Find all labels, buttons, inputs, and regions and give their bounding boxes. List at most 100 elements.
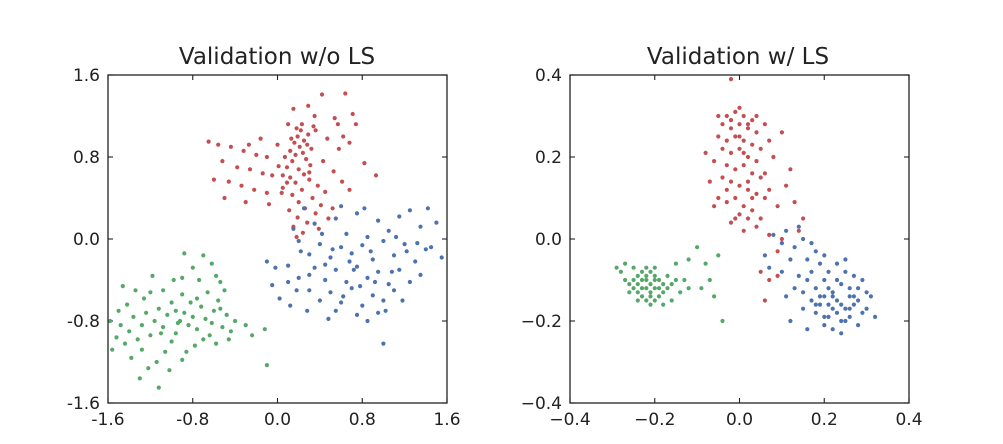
scatter-point [758,146,763,151]
scatter-point [750,118,755,123]
scatter-point [648,269,653,274]
x-tick-label: 0.0 [264,410,291,430]
scatter-point [813,249,818,254]
scatter-point [239,183,244,188]
scatter-point [298,249,303,254]
scatter-point [260,171,265,176]
chart-title: Validation w/o LS [179,44,375,70]
scatter-point [381,238,386,244]
scatter-point [847,306,852,311]
scatter-point [826,302,831,307]
scatter-point [728,118,734,123]
scatter-point [402,242,407,247]
scatter-point [362,161,367,166]
scatter-point [273,265,278,270]
scatter-point [207,333,212,338]
scatter-point [389,269,394,274]
y-tick-label: 0.4 [535,66,562,86]
scatter-point [226,179,231,184]
scatter-point [233,318,238,324]
scatter-point [301,172,307,177]
scatter-point [851,294,857,299]
scatter-point [339,204,344,209]
scatter-point [358,284,363,289]
scatter-point [631,277,636,283]
scatter-point [354,264,360,269]
scatter-point [328,255,333,260]
scatter-point [127,329,132,334]
scatter-point [165,312,170,317]
scatter-point [784,228,789,233]
scatter-point [864,290,869,295]
scatter-point [644,298,649,303]
scatter-point [737,146,742,151]
scatter-point [856,298,861,303]
scatter-point [775,273,780,278]
scatter-point [376,310,381,315]
scatter-point [347,259,352,264]
scatter-point [252,187,257,192]
scatter-point [226,337,231,342]
scatter-point [296,167,301,172]
scatter-point [716,113,721,119]
scatter-point [161,325,166,330]
scatter-point [310,195,315,201]
scatter-point [182,310,187,315]
scatter-point [228,329,233,334]
scatter-point [365,234,370,240]
scatter-point [114,335,119,340]
scatter-point [745,187,751,192]
scatter-point [250,333,255,338]
scatter-point [652,277,657,283]
scatter-point [133,288,138,293]
scatter-point [669,298,674,303]
scatter-point [297,144,302,149]
scatter-point [323,277,328,283]
scatter-point [182,251,187,256]
scatter-point [741,113,746,119]
scatter-point [762,171,768,176]
scatter-point [686,257,691,262]
scatter-point [131,314,136,319]
scatter-point [631,265,636,270]
scatter-point [639,286,645,291]
scatter-point [754,224,759,229]
scatter-point [873,314,878,319]
scatter-point [211,177,216,182]
scatter-point [349,286,354,291]
scatter-point [326,216,331,221]
scatter-point [741,150,746,155]
scatter-point [289,136,294,141]
scatter-point [258,136,263,141]
scatter-point [707,277,712,283]
scatter-point [733,167,738,172]
scatter-point [639,277,645,283]
scatter-point [110,347,115,352]
scatter-point [330,247,335,252]
scatter-point [652,286,657,291]
scatter-point [246,142,251,147]
scatter-point [350,111,355,117]
scatter-point [656,277,662,283]
scatter-point [294,126,299,131]
scatter-point [758,216,763,221]
scatter-point [291,106,296,111]
scatter-point [788,257,793,262]
scatter-point [262,327,267,332]
scatter-point [316,226,321,231]
scatter-point [843,257,848,262]
scatter-point [737,212,742,217]
scatter-point [635,273,640,278]
scatter-point [180,357,185,362]
scatter-point [788,167,793,172]
scatter-point [313,128,318,133]
scatter-point [733,134,738,139]
scatter-point [286,263,291,268]
scatter-point [353,122,358,127]
scatter-point [286,122,291,127]
scatter-point [750,208,755,213]
scatter-point [173,308,178,313]
scatter-point [349,251,354,256]
scatter-point [665,273,670,278]
